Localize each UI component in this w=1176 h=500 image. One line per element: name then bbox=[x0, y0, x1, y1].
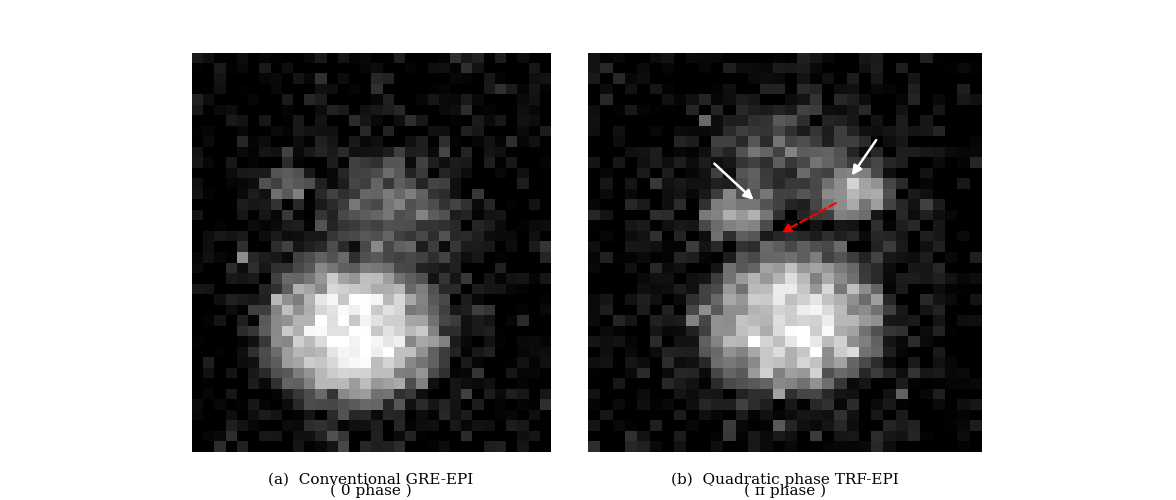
Text: ( π phase ): ( π phase ) bbox=[744, 483, 826, 498]
Text: ( 0 phase ): ( 0 phase ) bbox=[330, 483, 412, 498]
Text: (b)  Quadratic phase TRF-EPI: (b) Quadratic phase TRF-EPI bbox=[671, 472, 898, 487]
Text: (a)  Conventional GRE-EPI: (a) Conventional GRE-EPI bbox=[268, 472, 474, 486]
